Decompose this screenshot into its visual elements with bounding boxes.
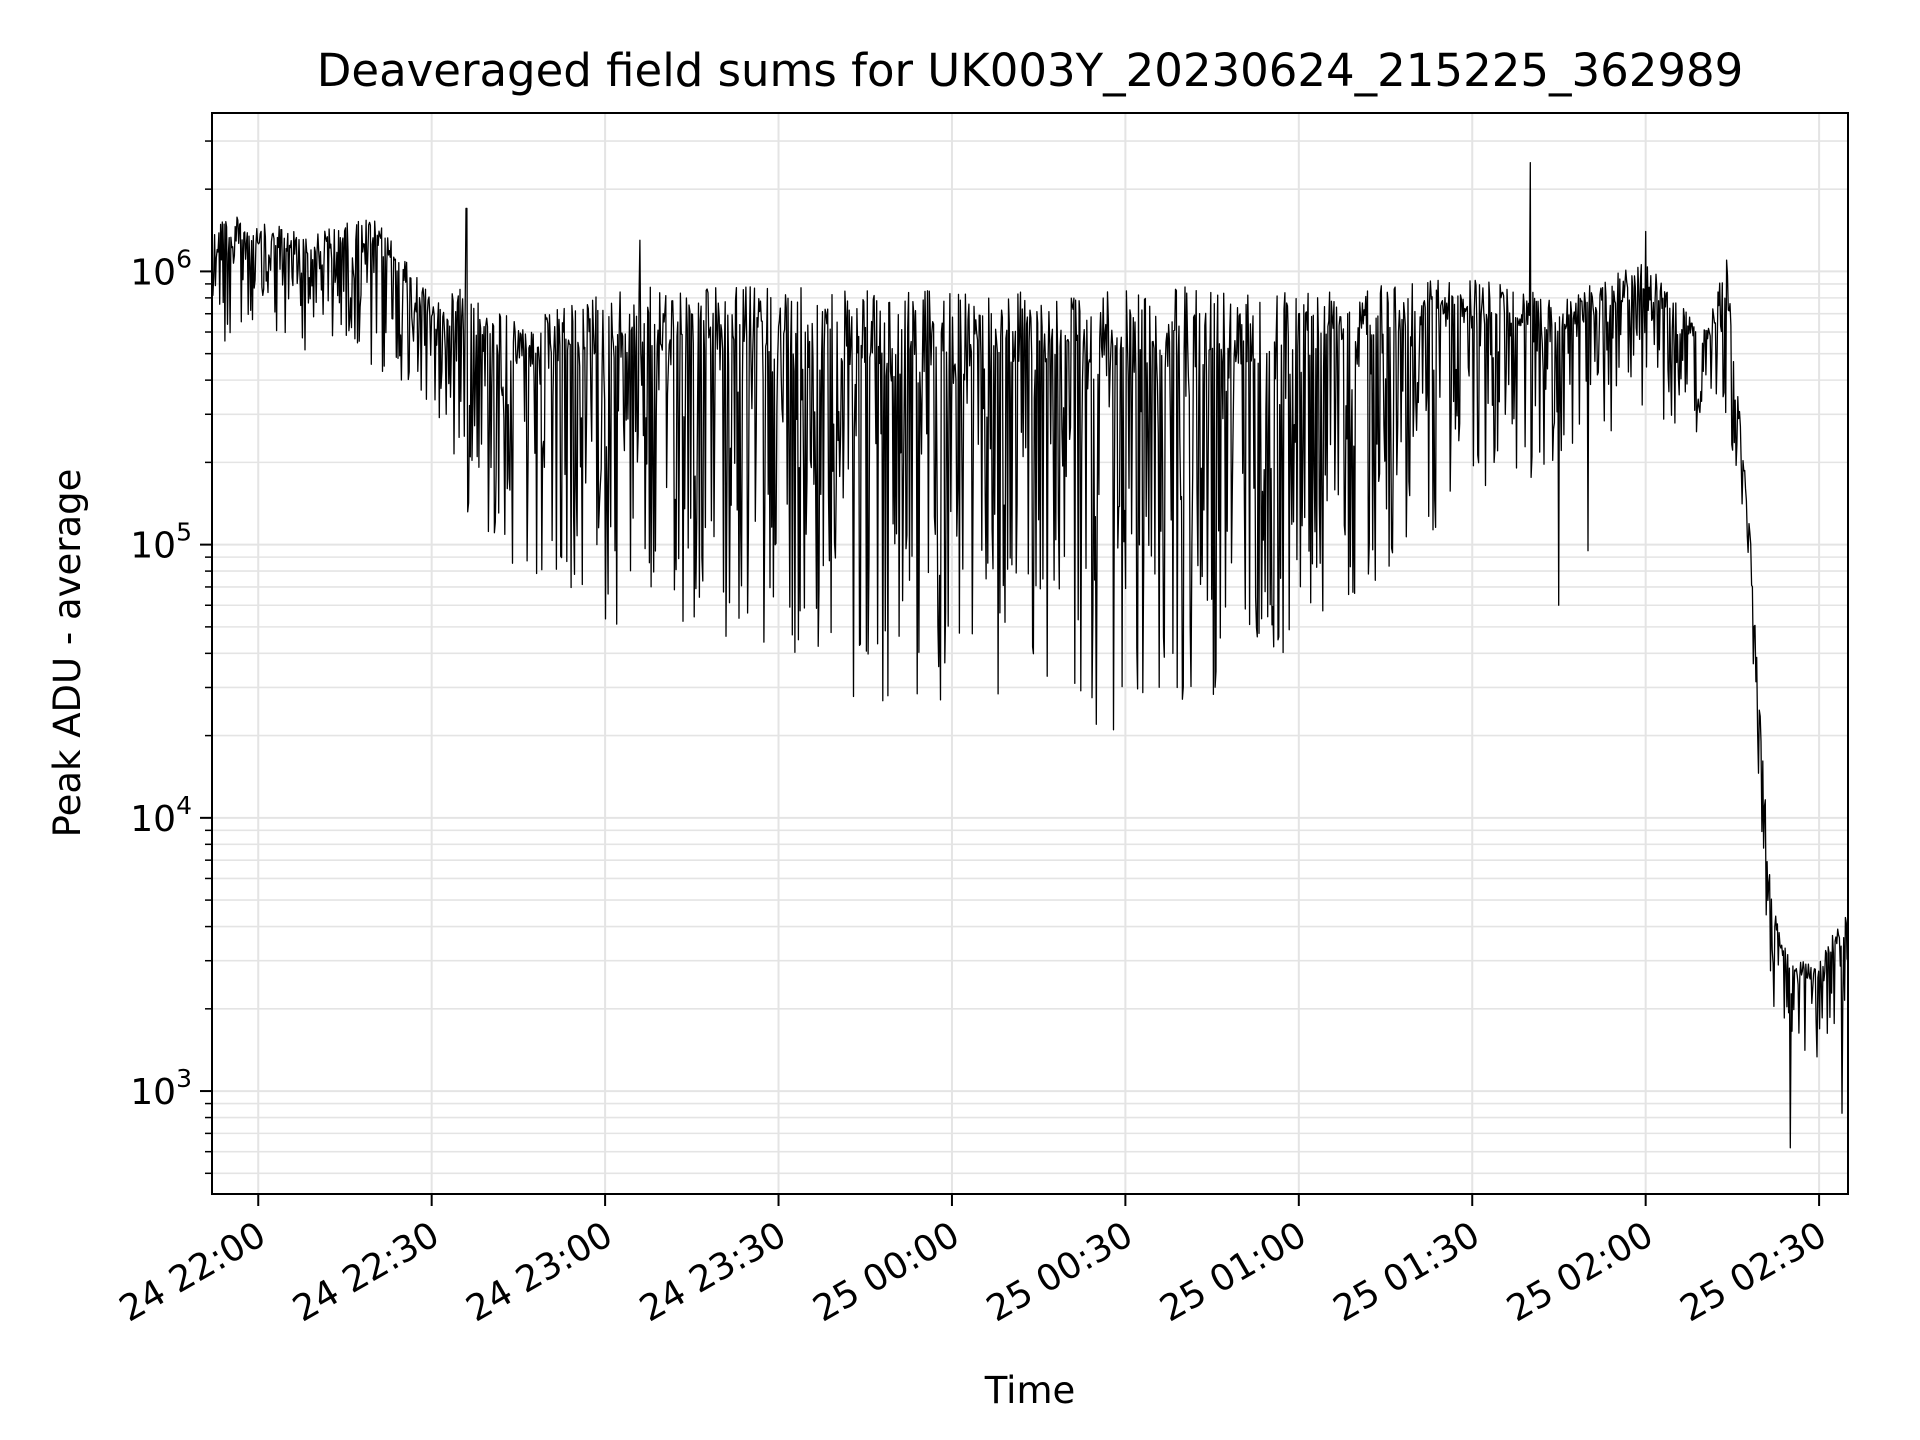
y-axis-label: Peak ADU - average — [46, 469, 89, 838]
y-tick-label: 106 — [130, 244, 192, 293]
x-axis-label: Time — [984, 1369, 1076, 1412]
y-tick-label: 104 — [130, 791, 192, 840]
chart-title: Deaveraged field sums for UK003Y_2023062… — [317, 44, 1744, 97]
series — [211, 162, 1849, 1149]
y-tick-label: 105 — [130, 518, 192, 567]
y-axis: 103 104 105 106 — [130, 140, 212, 1175]
grid — [212, 113, 1848, 1194]
series-line — [211, 162, 1849, 1149]
y-tick-label: 103 — [130, 1064, 192, 1113]
